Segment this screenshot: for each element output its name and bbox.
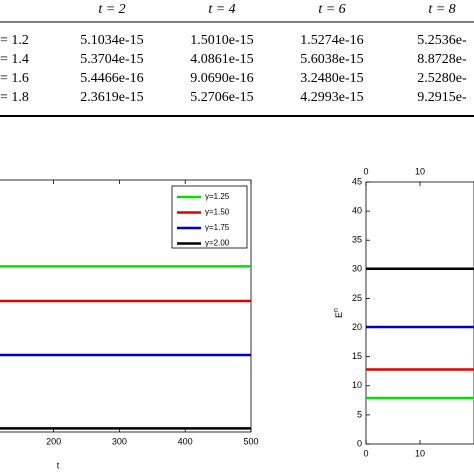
- y-tick-label: 40: [352, 205, 362, 215]
- table-cell: 2.5280e-: [417, 71, 467, 86]
- table-header: t = 4: [208, 2, 235, 17]
- x-axis-label: t: [57, 460, 60, 470]
- legend-label: γ=1.75: [205, 223, 230, 232]
- x-tick-label: 400: [178, 436, 193, 446]
- y-tick-label: 15: [352, 351, 362, 361]
- x-tick-label: 10: [415, 166, 425, 176]
- x-tick-label: 300: [112, 436, 127, 446]
- y-tick-label: 30: [352, 264, 362, 274]
- x-tick-label: 10: [415, 448, 425, 458]
- table-cell: = 1.8: [0, 90, 29, 105]
- y-tick-label: 0: [357, 438, 362, 448]
- table-cell: 3.2480e-15: [300, 71, 363, 86]
- table-cell: = 1.2: [0, 33, 29, 48]
- table-cell: 5.2706e-15: [190, 90, 253, 105]
- y-axis-label: En: [333, 308, 345, 318]
- table-cell: 8.8728e-: [417, 52, 467, 67]
- table-cell: 4.0861e-15: [190, 52, 253, 67]
- table-header: t = 8: [428, 2, 455, 17]
- x-tick-label: 200: [46, 436, 61, 446]
- table-cell: 5.4466e-16: [80, 71, 143, 86]
- x-tick-label: 0: [363, 166, 368, 176]
- plot-frame: [0, 179, 252, 433]
- y-tick-label: 45: [352, 176, 362, 186]
- y-axis-label-sup: n: [333, 308, 340, 312]
- table-header: t = 6: [318, 2, 345, 17]
- legend-label: γ=2.00: [205, 239, 230, 248]
- table-cell: 1.5010e-15: [190, 33, 253, 48]
- table-cell: 9.0690e-16: [190, 71, 253, 86]
- y-axis-label-base: E: [334, 312, 344, 318]
- table-cell: 4.2993e-15: [300, 90, 363, 105]
- y-tick-label: 25: [352, 293, 362, 303]
- plot-frame: [365, 181, 474, 445]
- x-tick-label: 500: [243, 436, 258, 446]
- table-cell: 5.3704e-15: [80, 52, 143, 67]
- table-header: t = 2: [98, 2, 125, 17]
- y-tick-label: 35: [352, 235, 362, 245]
- table-cell: 5.2536e-: [417, 33, 467, 48]
- y-tick-label: 20: [352, 322, 362, 332]
- legend-label: γ=1.25: [205, 192, 230, 201]
- table-cell: = 1.6: [0, 71, 29, 86]
- table-cell: = 1.4: [0, 52, 29, 67]
- y-tick-label: 10: [352, 380, 362, 390]
- table-cell: 5.6038e-15: [300, 52, 363, 67]
- table-cell: 1.5274e-16: [300, 33, 363, 48]
- table-cell: 2.3619e-15: [80, 90, 143, 105]
- y-tick-label: 5: [357, 409, 362, 419]
- table-cell: 5.1034e-15: [80, 33, 143, 48]
- legend-label: γ=1.50: [205, 208, 230, 217]
- x-tick-label: 0: [363, 448, 368, 458]
- table-cell: 9.2915e-: [417, 90, 467, 105]
